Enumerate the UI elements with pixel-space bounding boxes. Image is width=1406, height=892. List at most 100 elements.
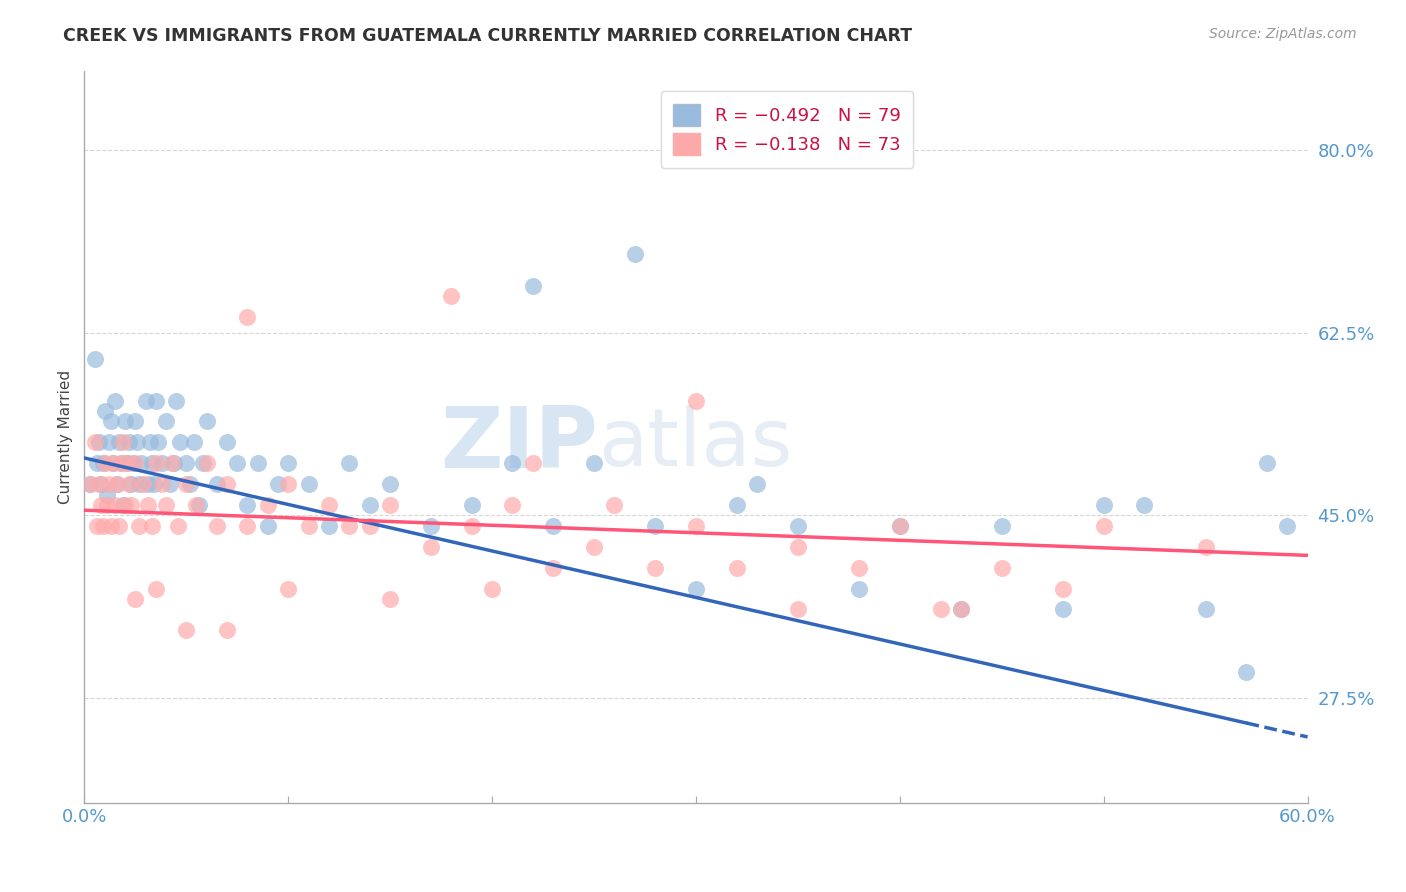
- Text: CREEK VS IMMIGRANTS FROM GUATEMALA CURRENTLY MARRIED CORRELATION CHART: CREEK VS IMMIGRANTS FROM GUATEMALA CURRE…: [63, 27, 912, 45]
- Point: [167, 519, 190, 533]
- Point: [90, 498, 112, 512]
- Point: [257, 498, 280, 512]
- Point: [93, 404, 115, 418]
- Point: [246, 456, 269, 470]
- Point: [136, 477, 159, 491]
- Point: [603, 498, 626, 512]
- Point: [101, 456, 124, 470]
- Point: [481, 582, 503, 596]
- Point: [1092, 519, 1115, 533]
- Point: [128, 519, 150, 533]
- Point: [1236, 665, 1258, 680]
- Point: [543, 560, 565, 574]
- Point: [848, 560, 870, 574]
- Point: [138, 435, 160, 450]
- Point: [91, 519, 114, 533]
- Legend: R = −0.492   N = 79, R = −0.138   N = 73: R = −0.492 N = 79, R = −0.138 N = 73: [661, 91, 914, 168]
- Point: [163, 456, 186, 470]
- Point: [440, 289, 463, 303]
- Point: [86, 519, 108, 533]
- Point: [132, 477, 155, 491]
- Point: [522, 278, 544, 293]
- Point: [226, 456, 249, 470]
- Point: [685, 582, 707, 596]
- Point: [104, 393, 127, 408]
- Point: [991, 519, 1014, 533]
- Point: [114, 498, 136, 512]
- Point: [461, 519, 484, 533]
- Point: [420, 519, 443, 533]
- Point: [787, 602, 810, 616]
- Point: [889, 519, 911, 533]
- Point: [83, 435, 105, 450]
- Point: [257, 519, 280, 533]
- Point: [120, 498, 142, 512]
- Point: [277, 477, 299, 491]
- Point: [236, 498, 259, 512]
- Point: [100, 519, 122, 533]
- Point: [96, 487, 118, 501]
- Point: [205, 477, 228, 491]
- Point: [277, 456, 299, 470]
- Point: [104, 498, 127, 512]
- Point: [685, 519, 707, 533]
- Point: [90, 477, 112, 491]
- Point: [1052, 582, 1074, 596]
- Point: [115, 456, 138, 470]
- Point: [118, 477, 141, 491]
- Point: [141, 456, 163, 470]
- Point: [236, 310, 259, 324]
- Point: [97, 435, 120, 450]
- Point: [131, 456, 153, 470]
- Point: [1256, 456, 1278, 470]
- Point: [86, 456, 108, 470]
- Point: [1092, 498, 1115, 512]
- Point: [97, 477, 120, 491]
- Point: [889, 519, 911, 533]
- Point: [124, 414, 146, 428]
- Point: [100, 414, 122, 428]
- Point: [339, 456, 361, 470]
- Point: [747, 477, 769, 491]
- Point: [183, 435, 205, 450]
- Point: [191, 456, 214, 470]
- Point: [1277, 519, 1299, 533]
- Point: [205, 519, 228, 533]
- Point: [380, 477, 402, 491]
- Point: [110, 456, 132, 470]
- Point: [267, 477, 290, 491]
- Point: [118, 435, 141, 450]
- Point: [110, 456, 132, 470]
- Point: [318, 519, 340, 533]
- Point: [217, 624, 239, 638]
- Point: [115, 456, 138, 470]
- Point: [1133, 498, 1156, 512]
- Point: [79, 477, 101, 491]
- Point: [124, 592, 146, 607]
- Point: [91, 456, 114, 470]
- Point: [108, 435, 131, 450]
- Point: [787, 540, 810, 554]
- Point: [685, 393, 707, 408]
- Point: [124, 456, 146, 470]
- Point: [142, 477, 165, 491]
- Point: [522, 456, 544, 470]
- Point: [1195, 602, 1218, 616]
- Point: [359, 498, 381, 512]
- Point: [112, 435, 135, 450]
- Point: [195, 456, 218, 470]
- Point: [380, 498, 402, 512]
- Point: [461, 498, 484, 512]
- Point: [725, 498, 748, 512]
- Point: [79, 477, 101, 491]
- Point: [174, 456, 197, 470]
- Point: [359, 519, 381, 533]
- Point: [155, 414, 177, 428]
- Point: [186, 498, 208, 512]
- Point: [120, 477, 142, 491]
- Point: [298, 519, 321, 533]
- Point: [380, 592, 402, 607]
- Point: [236, 519, 259, 533]
- Point: [950, 602, 973, 616]
- Point: [155, 498, 177, 512]
